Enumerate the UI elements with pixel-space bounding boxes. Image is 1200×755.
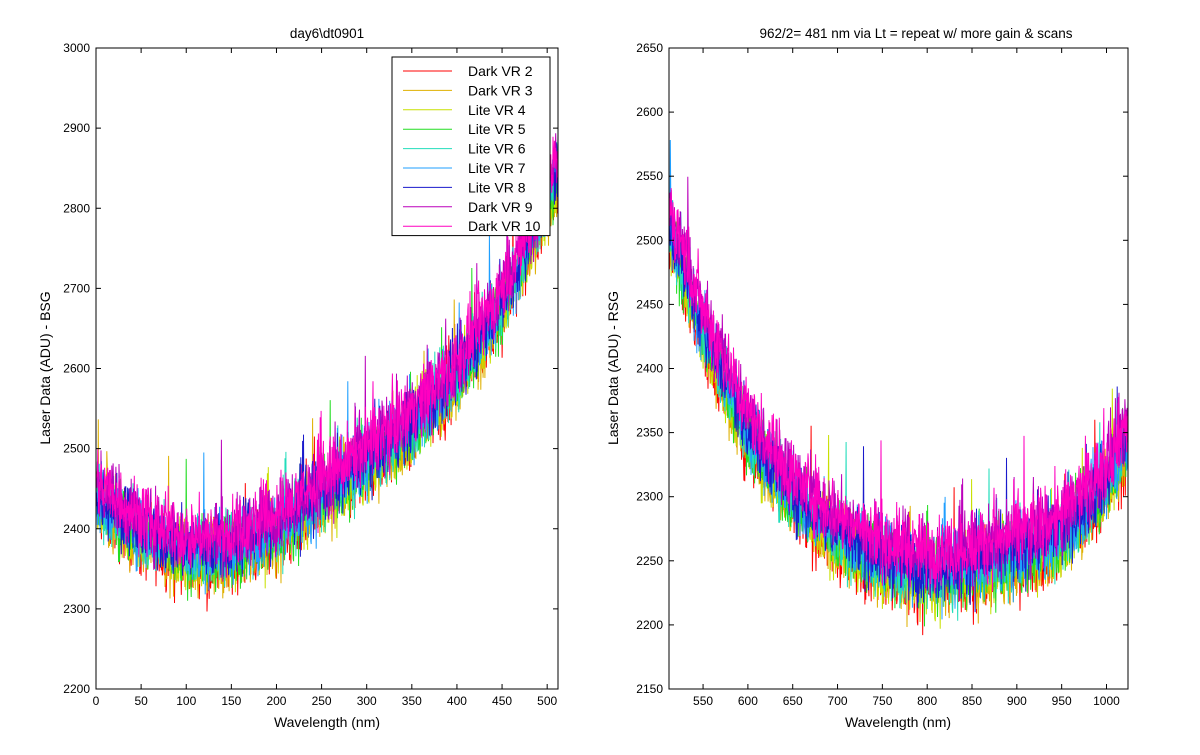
y-tick-label: 2300 [63, 602, 90, 616]
x-tick-label: 700 [828, 694, 848, 708]
y-tick-label: 2800 [63, 201, 90, 215]
legend-label: Dark VR 9 [468, 199, 533, 215]
y-tick-label: 3000 [63, 41, 90, 55]
y-tick-label: 2500 [63, 442, 90, 456]
x-tick-label: 500 [537, 694, 557, 708]
y-tick-label: 2600 [636, 105, 663, 119]
legend-label: Lite VR 5 [468, 121, 526, 137]
y-tick-label: 2250 [636, 554, 663, 568]
tick-group: 0 50 100 150 200 250 300 350 400 450 500 2200 2300 24… [63, 41, 558, 708]
x-tick-label: 450 [492, 694, 512, 708]
series-group [669, 139, 1128, 636]
x-tick-label: 100 [176, 694, 196, 708]
legend-label: Dark VR 2 [468, 63, 533, 79]
y-axis-label: Laser Data (ADU) - BSG [37, 291, 53, 444]
x-tick-label: 350 [402, 694, 422, 708]
x-tick-label: 550 [693, 694, 713, 708]
y-tick-label: 2500 [636, 233, 663, 247]
x-tick-label: 900 [1007, 694, 1027, 708]
x-tick-label: 750 [872, 694, 892, 708]
x-tick-label: 200 [266, 694, 286, 708]
y-tick-label: 2200 [63, 682, 90, 696]
x-tick-label: 950 [1052, 694, 1072, 708]
legend-label: Lite VR 7 [468, 160, 526, 176]
legend-label: Lite VR 6 [468, 141, 526, 157]
y-tick-label: 2350 [636, 426, 663, 440]
chart-title: 962/2= 481 nm via Lt = repeat w/ more ga… [760, 26, 1073, 41]
y-tick-label: 2400 [63, 522, 90, 536]
legend-label: Lite VR 8 [468, 179, 526, 195]
y-tick-label: 2150 [636, 682, 663, 696]
legend: Dark VR 2 Dark VR 3 Lite VR 4 Lite VR 5 Lite… [391, 56, 551, 237]
legend-label: Dark VR 3 [468, 82, 533, 98]
y-tick-label: 2400 [636, 362, 663, 376]
series-line [669, 188, 1128, 594]
x-tick-label: 850 [962, 694, 982, 708]
y-tick-label: 2550 [636, 169, 663, 183]
y-tick-label: 2900 [63, 121, 90, 135]
series-group [96, 133, 558, 612]
x-tick-label: 1000 [1093, 694, 1120, 708]
y-tick-label: 2600 [63, 362, 90, 376]
series-line [96, 142, 558, 578]
x-tick-label: 150 [221, 694, 241, 708]
x-tick-label: 400 [447, 694, 467, 708]
legend-label: Dark VR 10 [468, 218, 541, 234]
x-axis-label: Wavelength (nm) [845, 714, 951, 730]
series-line [96, 136, 558, 569]
chart-bsg: 0 50 100 150 200 250 300 350 400 450 500 2200 2300 24… [37, 26, 559, 730]
series-line [669, 139, 1128, 620]
x-axis-label: Wavelength (nm) [274, 714, 380, 730]
x-tick-label: 250 [312, 694, 332, 708]
x-tick-label: 0 [93, 694, 100, 708]
chart-title: day6\dt0901 [290, 26, 364, 41]
x-tick-label: 800 [917, 694, 937, 708]
legend-label: Lite VR 4 [468, 102, 526, 118]
y-tick-label: 2300 [636, 490, 663, 504]
x-tick-label: 50 [134, 694, 148, 708]
x-tick-label: 300 [357, 694, 377, 708]
x-tick-label: 650 [783, 694, 803, 708]
tick-group: 550 600 650 700 750 800 850 900 950 1000 2150 2200 2… [636, 41, 1128, 708]
y-tick-label: 2200 [636, 618, 663, 632]
y-tick-label: 2450 [636, 297, 663, 311]
y-tick-label: 2700 [63, 281, 90, 295]
chart-rsg: 550 600 650 700 750 800 850 900 950 1000 2150 2200 2… [605, 26, 1129, 730]
legend-box [391, 56, 551, 237]
x-tick-label: 600 [738, 694, 758, 708]
y-axis-label: Laser Data (ADU) - RSG [605, 291, 621, 445]
y-tick-label: 2650 [636, 41, 663, 55]
